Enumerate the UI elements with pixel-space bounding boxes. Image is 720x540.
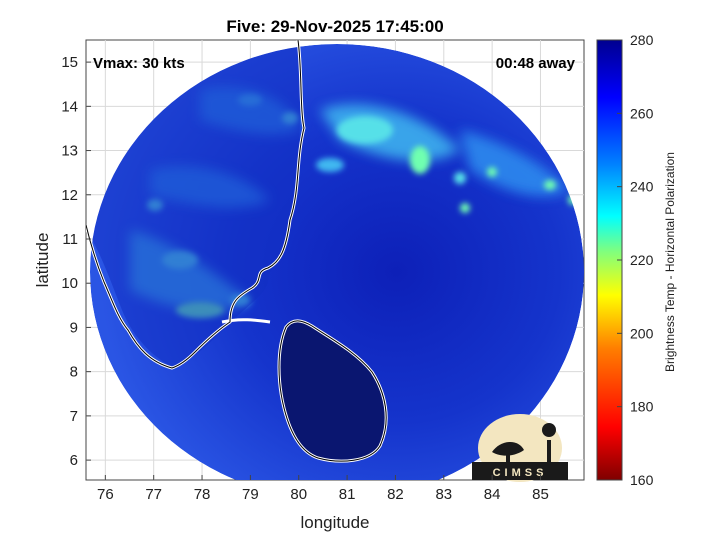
colorbar-label: Brightness Temp - Horizontal Polarizatio…	[663, 152, 677, 372]
y-tick-label: 11	[62, 231, 78, 248]
colorbar-tick-label: 280	[630, 32, 654, 48]
chart-title: Five: 29-Nov-2025 17:45:00	[226, 17, 443, 36]
y-tick-label: 12	[61, 187, 78, 204]
x-tick-label: 78	[194, 486, 211, 503]
y-tick-label: 7	[70, 408, 78, 425]
y-tick-label: 13	[61, 143, 78, 160]
y-axis-ticks: 6 7 8 9 10 11 12 13 14 15	[61, 54, 91, 469]
logo-text: CIMSS	[493, 467, 548, 479]
x-tick-label: 84	[484, 486, 501, 503]
y-tick-label: 8	[70, 364, 78, 381]
x-tick-label: 77	[145, 486, 162, 503]
x-tick-label: 82	[387, 486, 404, 503]
satellite-swath	[90, 44, 584, 480]
colorbar-ticks: 160 180 200 220 240 260 280	[617, 32, 654, 488]
plot-area: Vmax: 30 kts 00:48 away CIMSS 76 77 78 79 80…	[61, 39, 585, 503]
y-tick-label: 9	[70, 319, 78, 336]
x-axis-ticks: 76 77 78 79 80 81 82 83 84 85	[97, 475, 549, 503]
x-tick-label: 81	[339, 486, 356, 503]
y-tick-label: 14	[61, 98, 78, 115]
x-tick-label: 83	[435, 486, 452, 503]
colorbar: 160 180 200 220 240 260 280 Brightness Temp - …	[596, 32, 677, 488]
cimss-logo: CIMSS	[472, 414, 568, 482]
x-tick-label: 76	[97, 486, 114, 503]
y-tick-label: 15	[61, 54, 78, 71]
x-tick-label: 85	[532, 486, 549, 503]
colorbar-tick-label: 200	[630, 325, 654, 341]
colorbar-tick-label: 160	[630, 472, 654, 488]
sri-lanka-landmass	[279, 320, 387, 462]
x-tick-label: 79	[242, 486, 259, 503]
colorbar-tick-label: 220	[630, 252, 654, 268]
colorbar-tick-label: 180	[630, 399, 654, 415]
colorbar-tick-label: 240	[630, 179, 654, 195]
y-tick-label: 6	[70, 452, 78, 469]
time-away-label: 00:48 away	[496, 55, 576, 72]
y-axis-label: latitude	[33, 233, 52, 288]
colorbar-tick-label: 260	[630, 105, 654, 121]
y-tick-label: 10	[61, 275, 78, 292]
vmax-label: Vmax: 30 kts	[93, 55, 185, 72]
x-tick-label: 80	[290, 486, 307, 503]
x-axis-label: longitude	[300, 513, 369, 532]
